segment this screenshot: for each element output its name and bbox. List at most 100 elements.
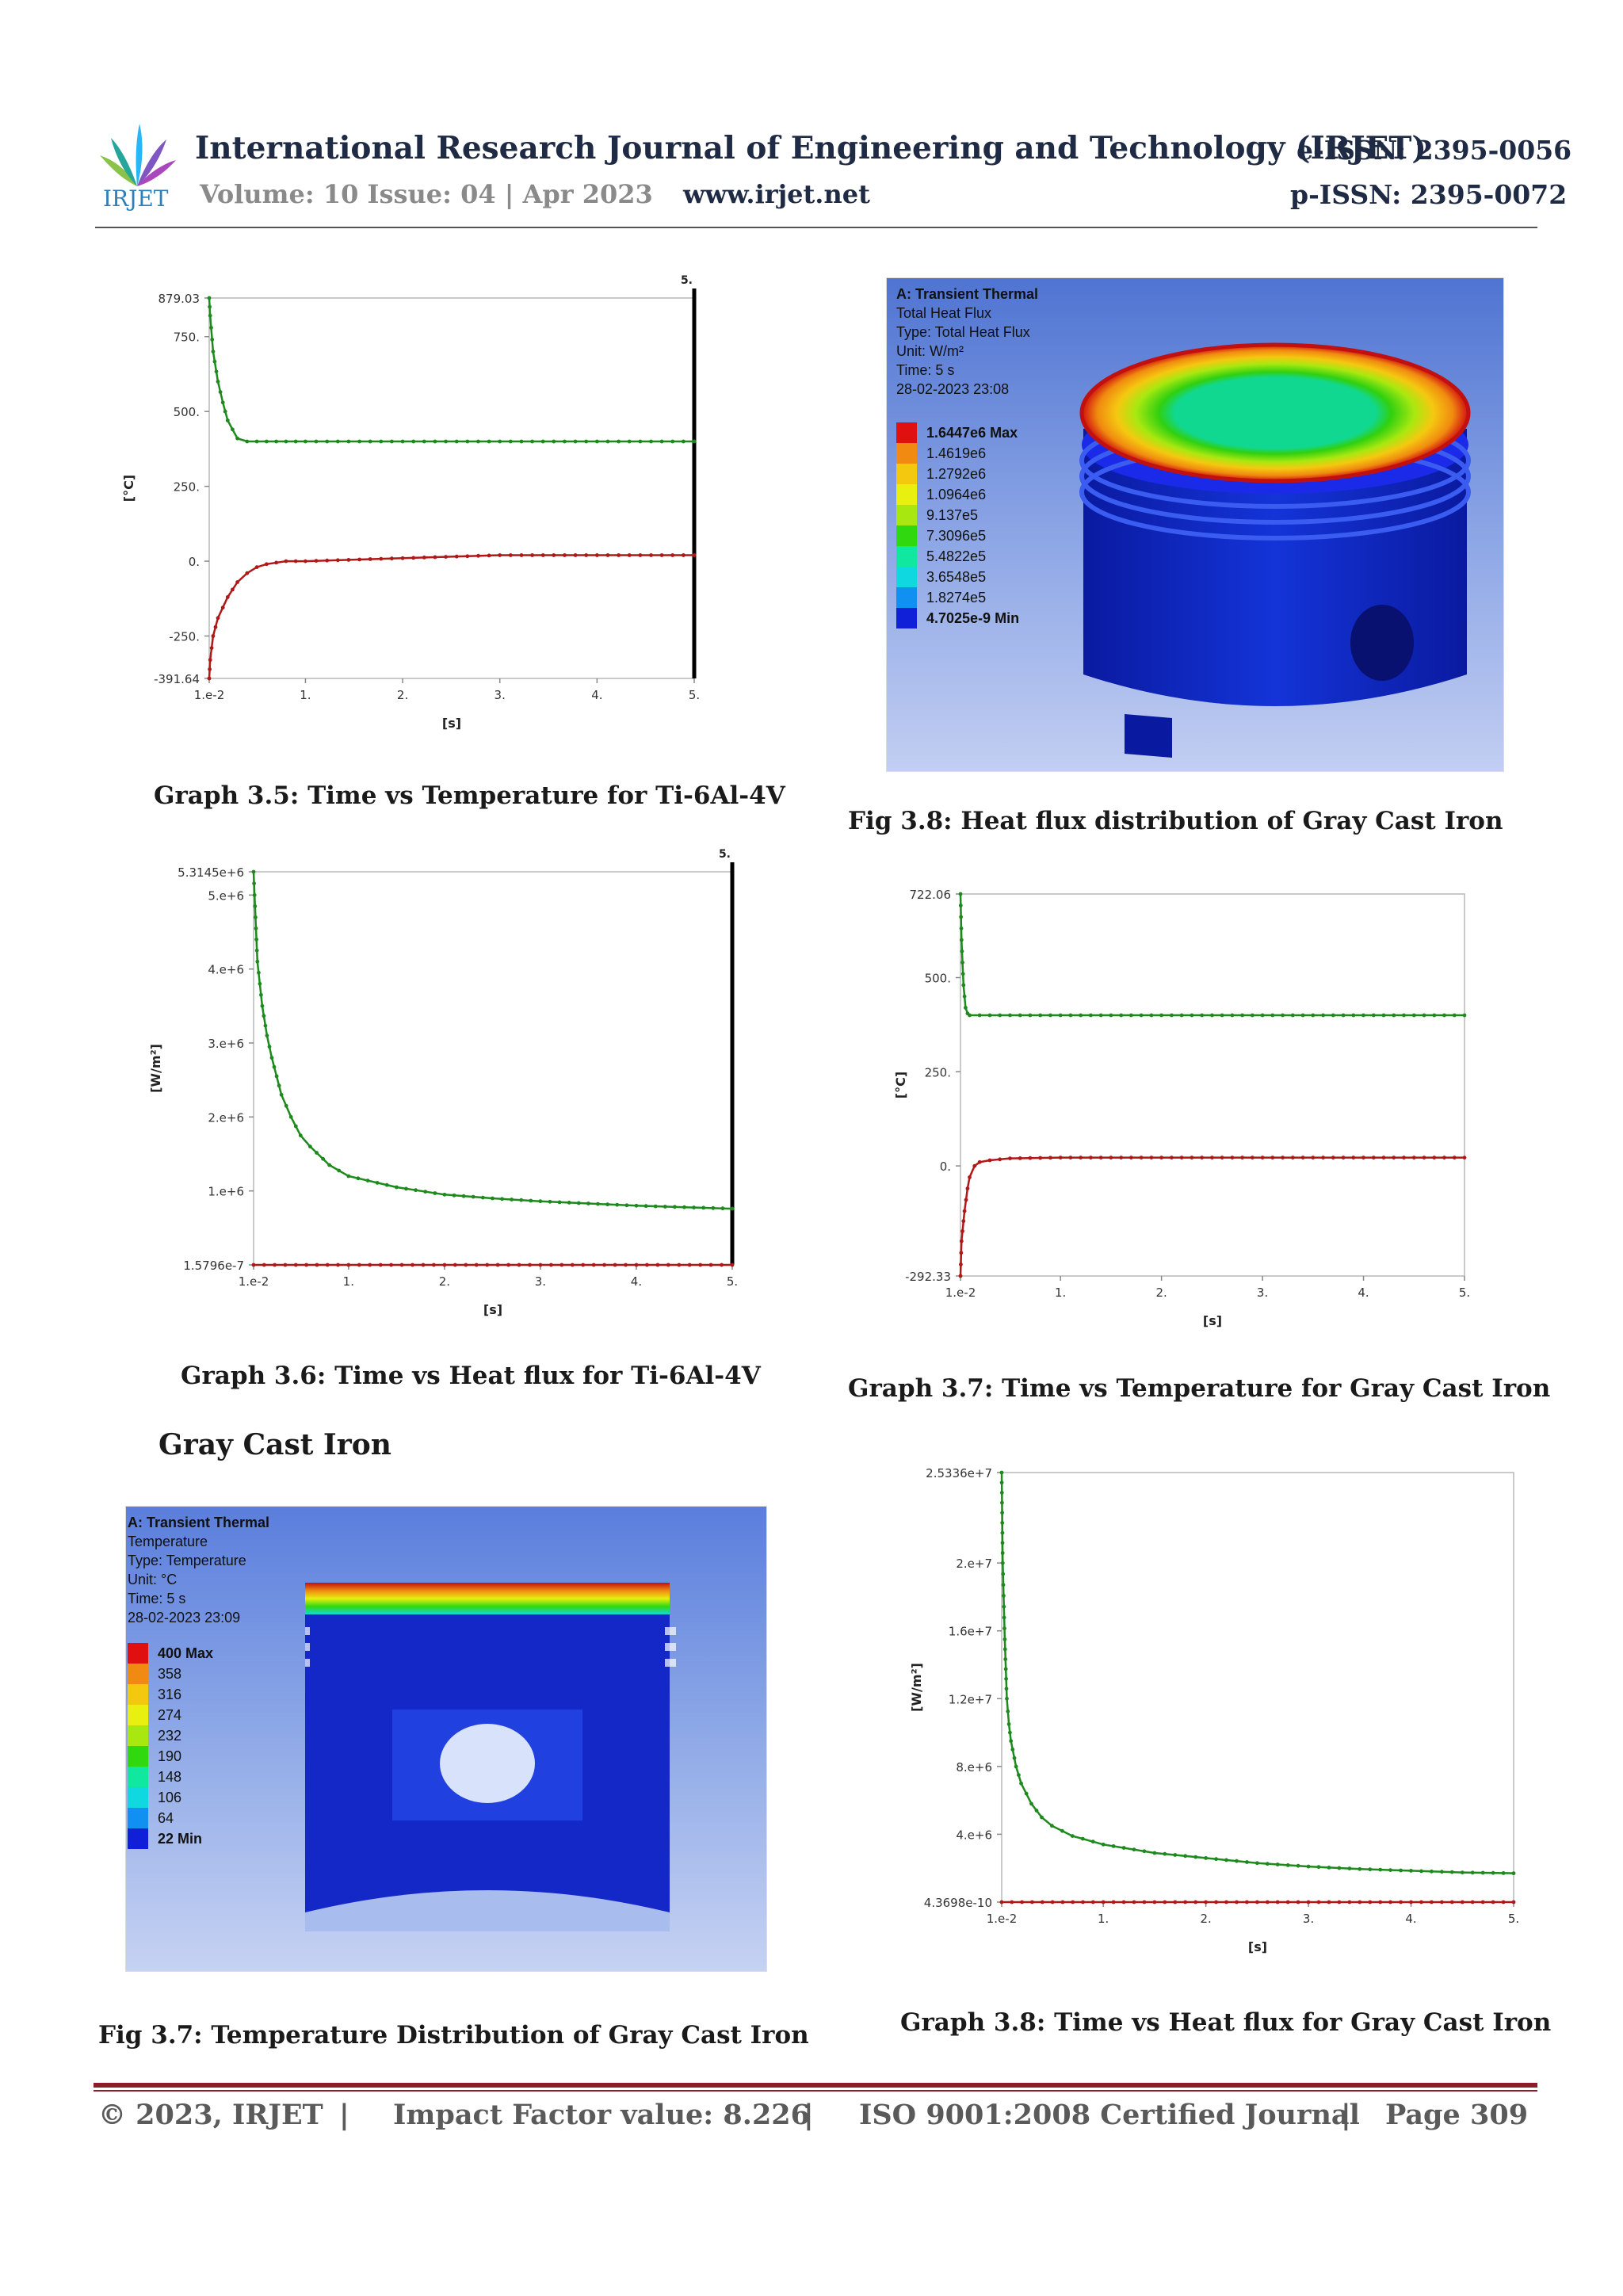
y-tick-label: 500.	[925, 972, 951, 986]
data-point	[304, 1263, 308, 1267]
data-point	[335, 439, 340, 444]
data-point	[1109, 1013, 1113, 1018]
data-point	[958, 1274, 963, 1278]
data-point	[576, 1201, 581, 1205]
data-point	[1173, 1853, 1178, 1857]
data-point	[1101, 1900, 1106, 1904]
data-point	[293, 559, 298, 563]
data-point	[254, 915, 258, 919]
legend-swatch	[128, 1787, 148, 1808]
data-point	[1190, 1156, 1194, 1159]
data-point	[1399, 1900, 1403, 1904]
data-point	[1306, 1900, 1311, 1904]
data-point	[1001, 1583, 1006, 1587]
data-point	[613, 1263, 617, 1267]
fig-3-7-line-2: Type: Temperature	[128, 1553, 246, 1568]
chart-background	[870, 877, 1496, 1339]
data-point	[400, 439, 405, 444]
data-point	[1009, 1739, 1014, 1744]
graph-3-5-chart: 879.03 750. 500. 250. 0. -250. -391.64 1.e-2 1. 2…	[98, 271, 729, 742]
data-point	[208, 313, 212, 318]
data-point	[962, 994, 967, 999]
data-point	[1040, 1900, 1044, 1904]
data-point	[1159, 1013, 1163, 1018]
y-tick-label: 500.	[174, 405, 200, 419]
data-point	[573, 439, 578, 444]
data-point	[519, 553, 524, 557]
data-point	[327, 1163, 331, 1167]
data-point	[265, 562, 269, 567]
pissn: p-ISSN: 2395-0072	[1290, 179, 1568, 210]
data-point	[964, 1198, 968, 1202]
data-point	[1275, 1900, 1280, 1904]
y-tick-label: -250.	[169, 629, 200, 644]
legend-swatch	[896, 567, 917, 587]
y-tick-label: 1.e+6	[208, 1185, 244, 1199]
data-point	[605, 553, 610, 557]
data-point	[959, 938, 964, 942]
data-point	[1089, 1013, 1093, 1018]
data-point	[1255, 1861, 1259, 1866]
data-point	[1024, 1791, 1029, 1796]
data-point	[293, 1263, 298, 1267]
data-point	[1250, 1156, 1254, 1159]
legend-label: 400 Max	[158, 1645, 214, 1661]
y-axis-label: [°C]	[121, 475, 136, 502]
data-point	[1501, 1900, 1506, 1904]
data-point	[1071, 1900, 1075, 1904]
data-point	[212, 359, 217, 364]
data-point	[1331, 1156, 1335, 1159]
data-point	[1030, 1900, 1034, 1904]
series-markers	[958, 892, 1467, 1018]
y-tick-label: 2.5336e+7	[926, 1466, 992, 1480]
data-point	[987, 1158, 992, 1163]
journal-website[interactable]: www.irjet.net	[683, 179, 870, 209]
data-point	[476, 553, 480, 558]
data-point	[1265, 1900, 1270, 1904]
data-point	[1316, 1865, 1321, 1870]
data-point	[421, 1263, 426, 1267]
data-point	[304, 559, 307, 563]
legend-label: 358	[158, 1666, 182, 1682]
y-tick-label: 1.2e+7	[949, 1692, 992, 1706]
section-heading-gray-cast-iron: Gray Cast Iron	[158, 1428, 391, 1461]
data-point	[384, 1182, 389, 1187]
data-point	[692, 1205, 696, 1209]
fig-3-8-legend: 1.6447e6 Max 1.4619e6 1.2792e6 1.0964e6 9.13…	[896, 422, 1019, 628]
data-point	[1149, 1156, 1154, 1159]
data-point	[552, 439, 556, 444]
data-point	[1440, 1870, 1444, 1874]
data-point	[960, 961, 964, 965]
data-point	[1316, 1900, 1321, 1904]
data-point	[487, 553, 491, 558]
data-point	[1409, 1869, 1413, 1873]
data-point	[670, 553, 675, 557]
data-point	[638, 553, 643, 557]
data-point	[962, 1209, 967, 1213]
chart-background	[125, 843, 759, 1328]
y-tick-label: -292.33	[905, 1270, 951, 1284]
legend-entry: 1.6447e6 Max	[896, 422, 1019, 443]
data-point	[1190, 1013, 1194, 1018]
data-point	[464, 1263, 468, 1267]
data-point	[258, 981, 262, 986]
data-point	[1240, 1013, 1244, 1018]
data-point	[508, 439, 513, 444]
y-tick-label: 1.5796e-7	[183, 1259, 244, 1273]
data-point	[1270, 1156, 1275, 1159]
data-point	[223, 409, 227, 414]
data-point	[432, 1263, 436, 1267]
data-point	[1411, 1156, 1416, 1159]
data-point	[368, 1263, 372, 1267]
data-point	[720, 1206, 725, 1211]
data-point	[1159, 1156, 1163, 1159]
y-tick-label: 0.	[940, 1159, 951, 1174]
data-point	[649, 439, 653, 444]
data-point	[414, 1188, 418, 1193]
x-tick-label: 3.	[1257, 1286, 1268, 1300]
data-point	[1422, 1156, 1426, 1159]
data-point	[548, 1199, 552, 1204]
data-point	[698, 1263, 703, 1267]
data-point	[1321, 1013, 1325, 1018]
data-point	[510, 1198, 514, 1201]
